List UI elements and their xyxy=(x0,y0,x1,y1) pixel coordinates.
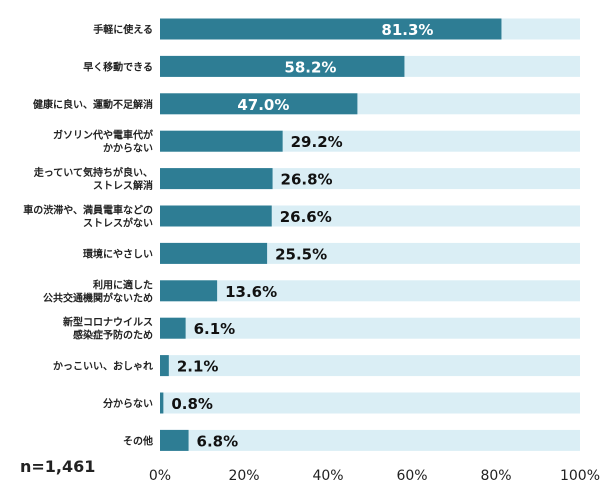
x-tick-label-1: 20% xyxy=(228,468,259,484)
category-label-2: 健康に良い、運動不足解消 xyxy=(33,98,153,111)
data-label-7: 13.6% xyxy=(225,283,277,301)
data-label-4: 26.8% xyxy=(281,171,333,189)
category-label-1: 早く移動できる xyxy=(83,60,153,73)
data-label-2: 47.0% xyxy=(237,96,289,114)
x-tick-label-0: 0% xyxy=(149,468,171,484)
bar-0 xyxy=(160,18,502,40)
data-label-3: 29.2% xyxy=(291,133,343,151)
bar-4 xyxy=(160,168,273,190)
bar-track-10 xyxy=(160,392,580,414)
data-label-11: 6.8% xyxy=(197,432,239,450)
data-label-10: 0.8% xyxy=(171,395,213,413)
bar-2 xyxy=(160,93,358,115)
x-tick-label-2: 40% xyxy=(312,468,343,484)
category-label-6: 環境にやさしい xyxy=(83,247,153,260)
data-label-5: 26.6% xyxy=(280,208,332,226)
data-label-6: 25.5% xyxy=(275,245,327,263)
sample-size-label: n=1,461 xyxy=(20,457,95,476)
x-tick-label-4: 80% xyxy=(480,468,511,484)
bar-track-7 xyxy=(160,280,580,302)
category-label-10: 分からない xyxy=(103,397,153,410)
bar-5 xyxy=(160,205,272,227)
bar-track-11 xyxy=(160,429,580,451)
category-label-3: ガソリン代や電車代がかからない xyxy=(53,129,154,155)
data-label-8: 6.1% xyxy=(194,320,236,338)
bar-10 xyxy=(160,392,164,414)
category-label-11: その他 xyxy=(123,434,153,447)
x-tick-label-5: 100% xyxy=(560,468,600,484)
category-label-4: 走っていて気持ちが良い、ストレス解消 xyxy=(33,166,153,192)
category-label-5: 車の渋滞や、満員電車などのストレスがない xyxy=(23,204,153,230)
data-label-0: 81.3% xyxy=(381,21,433,39)
category-label-9: かっこいい、おしゃれ xyxy=(53,361,153,373)
category-label-0: 手軽に使える xyxy=(93,23,153,36)
bar-8 xyxy=(160,317,186,339)
bar-1 xyxy=(160,55,405,77)
bar-11 xyxy=(160,429,189,451)
bar-6 xyxy=(160,242,268,264)
bar-9 xyxy=(160,355,169,377)
category-label-7: 利用に適した公共交通機関がないため xyxy=(43,278,153,304)
data-label-9: 2.1% xyxy=(177,358,219,376)
bar-track-8 xyxy=(160,317,580,339)
x-tick-label-3: 60% xyxy=(396,468,427,484)
bar-track-9 xyxy=(160,355,580,377)
category-label-8: 新型コロナウイルス感染症予防のため xyxy=(63,316,153,342)
bar-7 xyxy=(160,280,218,302)
bar-3 xyxy=(160,130,283,152)
data-label-1: 58.2% xyxy=(284,58,336,76)
